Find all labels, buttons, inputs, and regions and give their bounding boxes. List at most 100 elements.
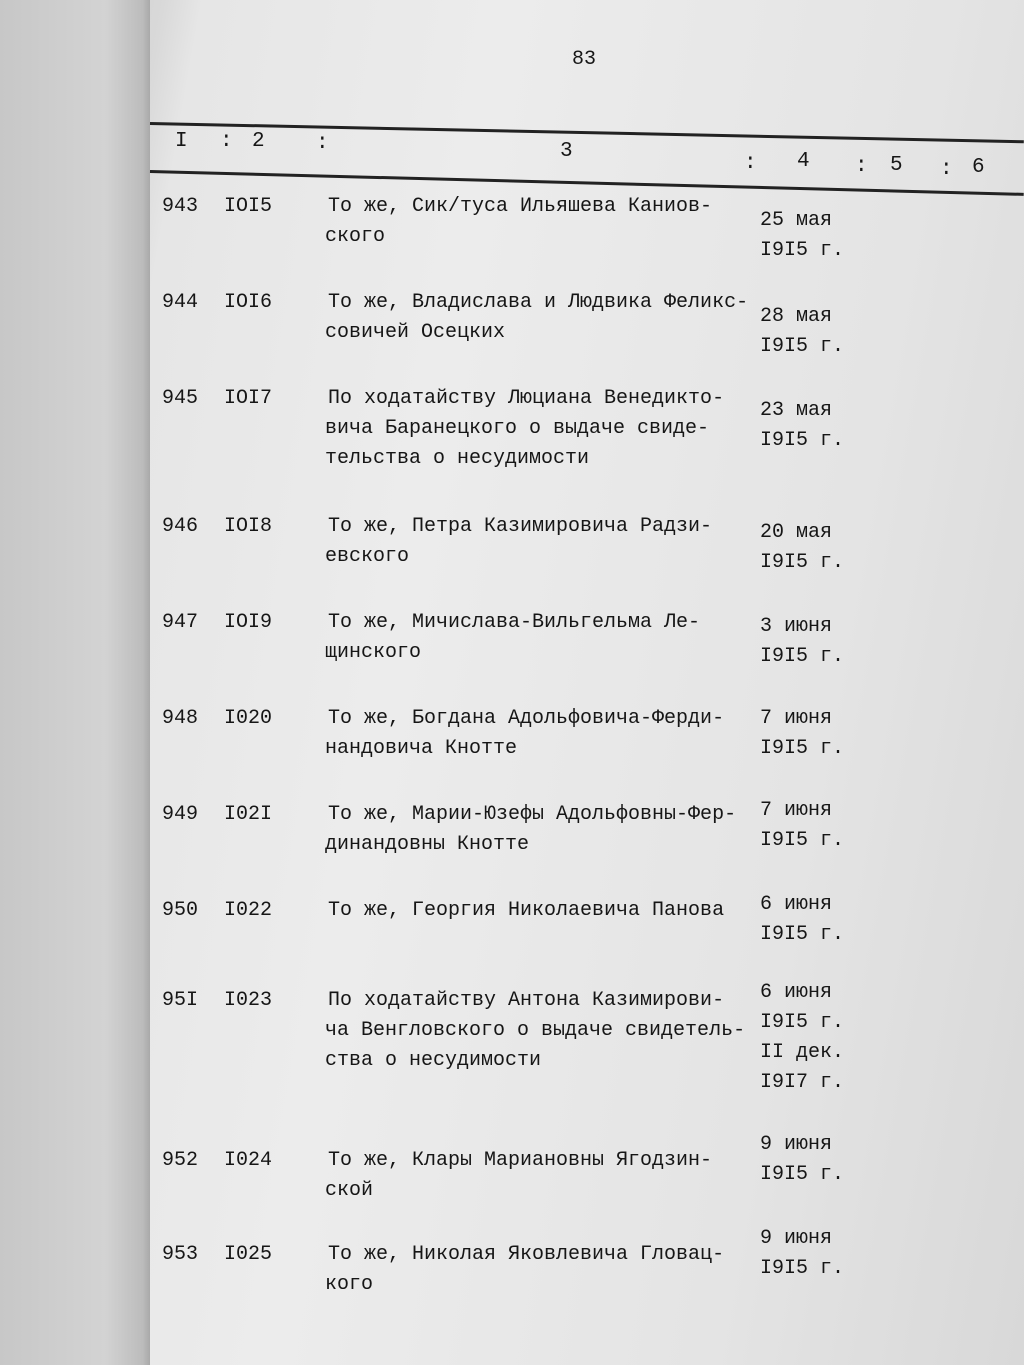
description-line: ча Венгловского о выдаче свидетель- — [325, 1019, 746, 1042]
description-line: То же, Петра Казимировича Радзи- — [328, 515, 713, 538]
date-line: I9I5 г. — [760, 1011, 845, 1034]
record-date: 7 июня I9I5 г. — [760, 704, 844, 764]
col-header-6: 6 — [972, 156, 985, 179]
record-number: 947 — [162, 611, 199, 634]
record-description: То же, Николая Яковлевича Гловац-кого — [325, 1240, 758, 1300]
col-header-2: 2 — [252, 130, 265, 153]
description-line: То же, Владислава и Людвика Феликс- — [328, 291, 749, 314]
date-line: 9 июня — [760, 1133, 833, 1156]
record-date: 28 мая I9I5 г. — [760, 302, 844, 362]
date-line: I9I5 г. — [760, 239, 845, 262]
date-line: 9 июня — [760, 1227, 833, 1250]
record-description: То же, Клары Мариановны Ягодзин-ской — [325, 1146, 758, 1206]
description-line: То же, Георгия Николаевича Панова — [328, 899, 725, 922]
record-number: 946 — [162, 515, 199, 538]
record-date: 7 июня I9I5 г. — [760, 796, 844, 856]
record-date: 25 мая I9I5 г. — [760, 206, 844, 266]
file-number: I02I — [224, 803, 273, 826]
record-number: 95I — [162, 989, 199, 1012]
description-line: щинского — [325, 641, 422, 664]
file-number: I024 — [224, 1149, 273, 1172]
file-number: I025 — [224, 1243, 273, 1266]
date-line: I9I5 г. — [760, 829, 845, 852]
file-number: I022 — [224, 899, 273, 922]
record-date: 3 июня I9I5 г. — [760, 612, 844, 672]
record-date: 6 июня I9I5 г. II дек. I9I7 г. — [760, 978, 844, 1098]
col-header-1: I — [175, 130, 188, 153]
date-line: I9I5 г. — [760, 645, 845, 668]
record-number: 949 — [162, 803, 199, 826]
col-header-4: 4 — [797, 150, 810, 173]
file-number: IOI8 — [224, 515, 273, 538]
date-line: 6 июня — [760, 981, 833, 1004]
date-line: 28 мая — [760, 305, 833, 328]
description-line: То же, Марии-Юзефы Адольфовны-Фер- — [328, 803, 737, 826]
record-number: 945 — [162, 387, 199, 410]
record-number: 950 — [162, 899, 199, 922]
record-description: То же, Георгия Николаевича Панова — [328, 896, 758, 926]
page-number: 83 — [572, 48, 597, 71]
record-number: 944 — [162, 291, 199, 314]
description-line: вича Баранецкого о выдаче свиде- — [325, 417, 710, 440]
record-date: 9 июня I9I5 г. — [760, 1224, 844, 1284]
col-sep: : — [855, 155, 868, 178]
description-line: То же, Сик/туса Ильяшева Каниов- — [328, 195, 713, 218]
description-line: ской — [325, 1179, 374, 1202]
date-line: I9I7 г. — [760, 1071, 845, 1094]
date-line: I9I5 г. — [760, 1257, 845, 1280]
description-line: кого — [325, 1273, 374, 1296]
previous-page-edge — [0, 0, 150, 1365]
record-description: По ходатайству Люциана Венедикто-вича Ба… — [325, 384, 758, 474]
date-line: I9I5 г. — [760, 923, 845, 946]
description-line: То же, Николая Яковлевича Гловац- — [328, 1243, 725, 1266]
date-line: 20 мая — [760, 521, 833, 544]
description-line: совичей Осецких — [325, 321, 506, 344]
file-number: IOI5 — [224, 195, 273, 218]
file-number: IOI7 — [224, 387, 273, 410]
date-line: I9I5 г. — [760, 551, 845, 574]
record-description: То же, Марии-Юзефы Адольфовны-Фер-динанд… — [325, 800, 758, 860]
file-number: IOI9 — [224, 611, 273, 634]
date-line: 6 июня — [760, 893, 833, 916]
record-description: То же, Петра Казимировича Радзи-евского — [325, 512, 758, 572]
date-line: 25 мая — [760, 209, 833, 232]
record-number: 953 — [162, 1243, 199, 1266]
record-description: То же, Богдана Адольфовича-Ферди-нандови… — [325, 704, 758, 764]
record-date: 6 июня I9I5 г. — [760, 890, 844, 950]
file-number: IOI6 — [224, 291, 273, 314]
date-line: 7 июня — [760, 707, 833, 730]
record-number: 952 — [162, 1149, 199, 1172]
record-number: 943 — [162, 195, 199, 218]
col-header-3: 3 — [560, 140, 573, 163]
file-number: I023 — [224, 989, 273, 1012]
date-line: I9I5 г. — [760, 1163, 845, 1186]
description-line: ства о несудимости — [325, 1049, 542, 1072]
record-number: 948 — [162, 707, 199, 730]
description-line: ского — [325, 225, 386, 248]
col-header-5: 5 — [890, 154, 903, 177]
record-description: То же, Мичислава-Вильгельма Ле-щинского — [325, 608, 758, 668]
date-line: I9I5 г. — [760, 429, 845, 452]
header-rule-top — [149, 122, 1024, 144]
description-line: тельства о несудимости — [325, 447, 590, 470]
date-line: I9I5 г. — [760, 737, 845, 760]
col-sep: : — [220, 130, 233, 153]
date-line: 23 мая — [760, 399, 833, 422]
record-description: По ходатайству Антона Казимирови-ча Венг… — [325, 986, 758, 1076]
description-line: По ходатайству Люциана Венедикто- — [328, 387, 725, 410]
description-line: нандовича Кнотте — [325, 737, 518, 760]
description-line: динандовны Кнотте — [325, 833, 530, 856]
description-line: То же, Клары Мариановны Ягодзин- — [328, 1149, 713, 1172]
col-sep: : — [940, 158, 953, 181]
col-sep: : — [316, 132, 329, 155]
description-line: То же, Богдана Адольфовича-Ферди- — [328, 707, 725, 730]
record-description: То же, Владислава и Людвика Феликс-сович… — [325, 288, 758, 348]
date-line: 7 июня — [760, 799, 833, 822]
date-line: II дек. — [760, 1041, 845, 1064]
description-line: То же, Мичислава-Вильгельма Ле- — [328, 611, 701, 634]
date-line: I9I5 г. — [760, 335, 845, 358]
date-line: 3 июня — [760, 615, 833, 638]
record-description: То же, Сик/туса Ильяшева Каниов-ского — [325, 192, 758, 252]
file-number: I020 — [224, 707, 273, 730]
description-line: По ходатайству Антона Казимирови- — [328, 989, 725, 1012]
